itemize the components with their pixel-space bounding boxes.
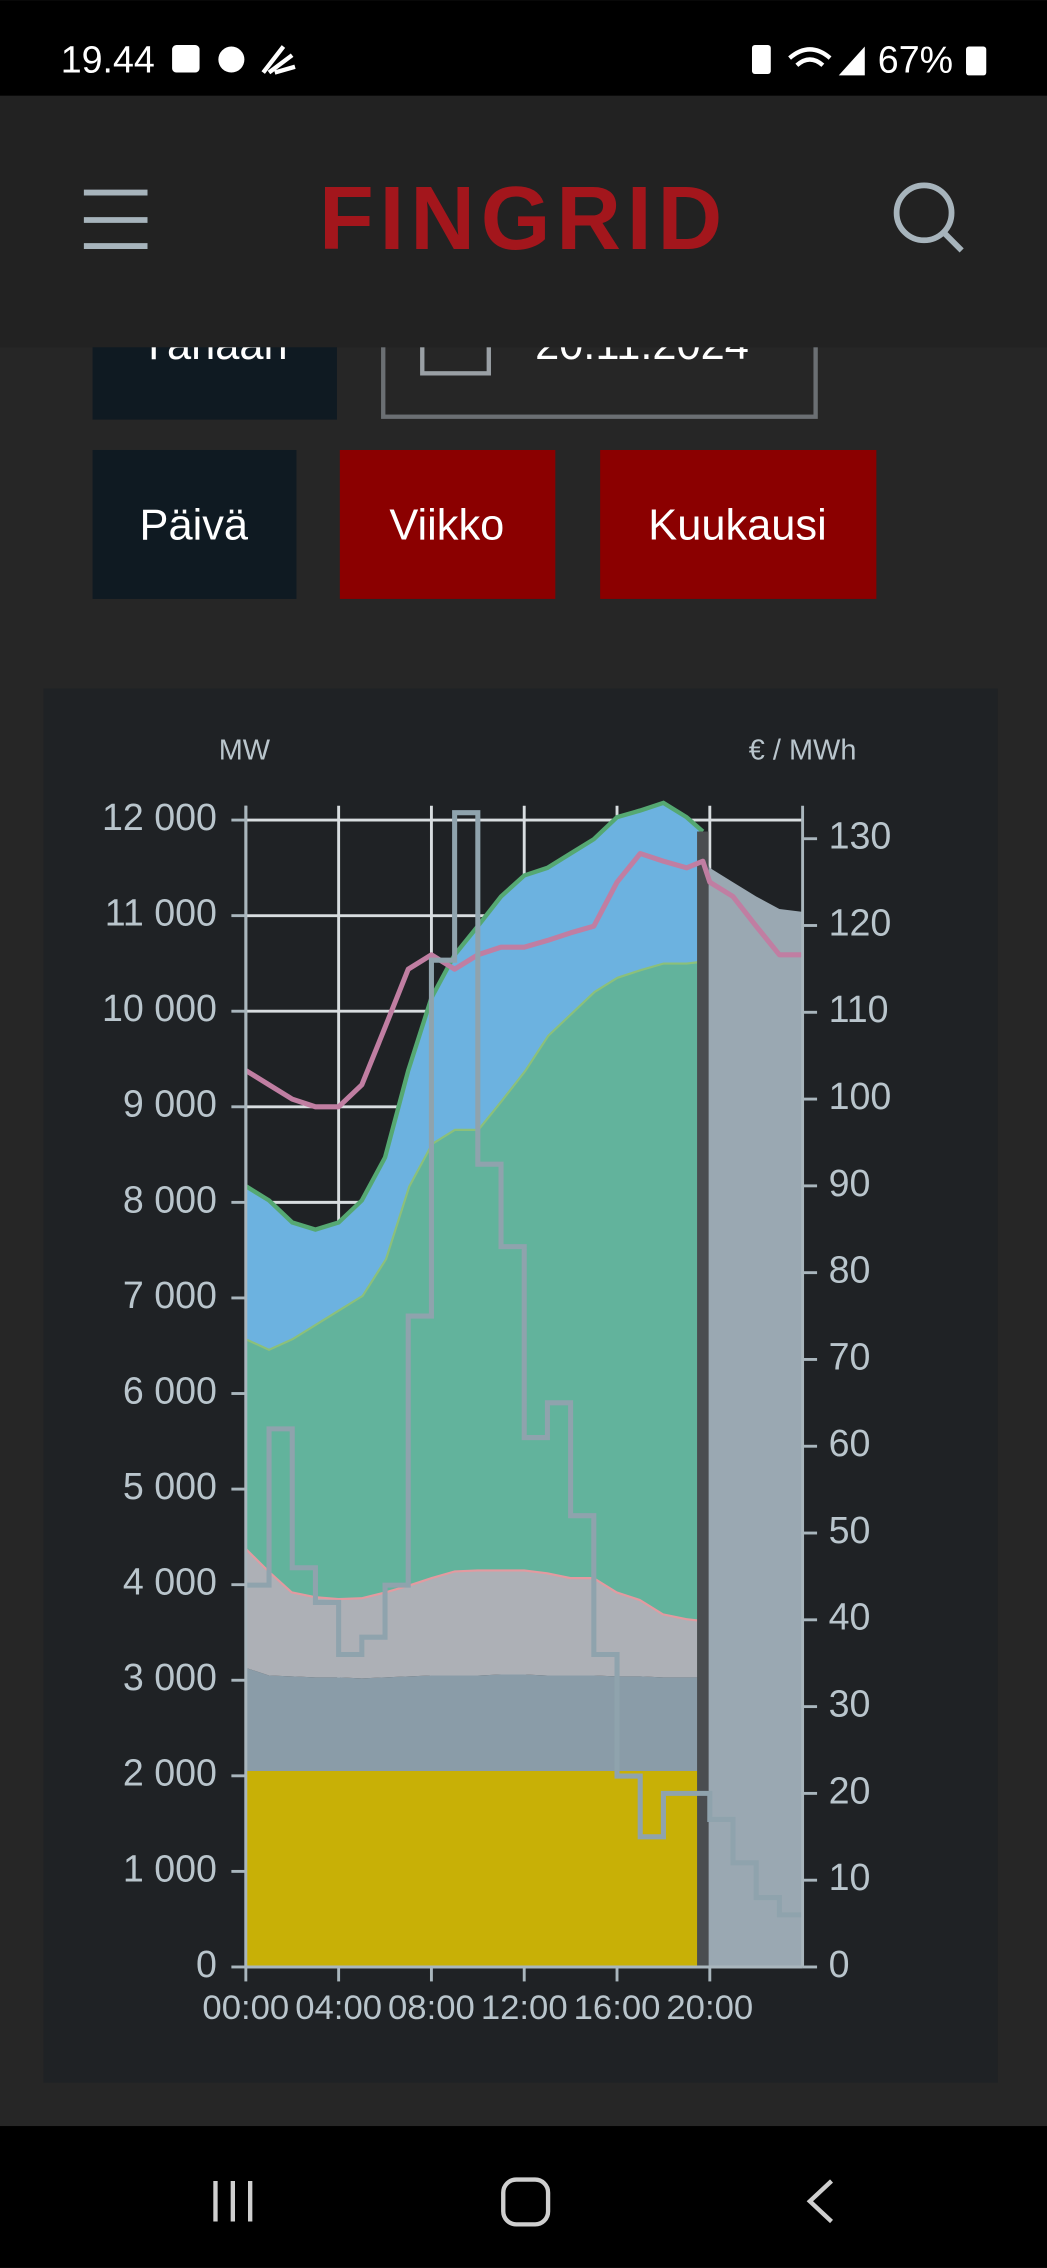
y-tick-label: 7 000 (123, 1274, 217, 1316)
x-tick-label: 04:00 (295, 1989, 382, 2027)
week-label: Viikko (389, 502, 504, 550)
menu-icon[interactable] (83, 189, 148, 249)
y-tick-label: 8 000 (123, 1178, 217, 1220)
y-tick-label: 6 000 (123, 1369, 217, 1411)
y-tick-label: 3 000 (123, 1656, 217, 1698)
y2-tick-label: 110 (829, 988, 889, 1030)
day-button[interactable] (92, 449, 297, 599)
wifi-icon (788, 47, 832, 67)
x-tick-label: 12:00 (481, 1989, 568, 2027)
y2-tick-label: 70 (829, 1335, 871, 1377)
y2-tick-label: 50 (829, 1509, 871, 1551)
y2-tick-label: 130 (829, 815, 892, 857)
y2-tick-label: 40 (829, 1596, 871, 1638)
plot: 0 1 000 2 000 3 000 4 000 5 000 6 000 7 000 8 00… (102, 796, 891, 2027)
y2-tick-label: 10 (829, 1856, 871, 1898)
y2-tick-label: 120 (829, 901, 892, 943)
line (244, 850, 803, 1110)
x-tick-label: 20:00 (666, 1989, 753, 2027)
battery-icon (966, 46, 987, 76)
y2-tick-label: 100 (829, 1075, 892, 1117)
y-tick-label: 10 000 (102, 987, 217, 1029)
status-icon (261, 45, 296, 75)
nav-home[interactable] (501, 2177, 551, 2227)
area (245, 1667, 703, 1772)
y-tick-label: 2 000 (123, 1752, 217, 1794)
status-icon (751, 45, 771, 74)
price-step-line (245, 810, 803, 1918)
y-tick-label: 1 000 (123, 1847, 217, 1889)
y-tick-label: 0 (196, 1943, 217, 1985)
y2-tick-label: 30 (829, 1683, 871, 1725)
y-tick-label: 11 000 (105, 892, 217, 934)
y2-tick-label: 20 (829, 1769, 871, 1811)
y-tick-label: 5 000 (123, 1465, 217, 1507)
status-icon (218, 46, 245, 73)
x-tick-label: 00:00 (202, 1989, 289, 2027)
y-axis-label: MW (219, 734, 271, 766)
nav-bar (0, 2126, 1047, 2268)
x-tick-label: 16:00 (574, 1989, 661, 2027)
month-button[interactable] (600, 449, 877, 599)
day-label: Päivä (140, 502, 249, 550)
app-header (0, 95, 1047, 348)
area (245, 1771, 703, 1967)
y2-tick-label: 0 (829, 1943, 850, 1985)
area (702, 853, 803, 1967)
y2-tick-label: 90 (829, 1162, 871, 1204)
area (245, 802, 703, 1349)
area (245, 960, 703, 1621)
nav-back[interactable] (806, 2179, 834, 2224)
y-tick-label: 12 000 (102, 796, 217, 838)
y2-axis-label: € / MWh (749, 734, 857, 766)
y-tick-label: 4 000 (123, 1561, 217, 1603)
y2-tick-label: 80 (829, 1249, 871, 1291)
logo[interactable]: FINGRID (319, 169, 728, 269)
status-icon (172, 45, 200, 73)
battery-text: 67% (878, 39, 953, 81)
x-tick-label: 08:00 (388, 1989, 475, 2027)
status-time: 19.44 (61, 39, 155, 81)
nav-recent[interactable] (213, 2181, 253, 2222)
week-button[interactable] (339, 449, 556, 599)
y-tick-label: 9 000 (123, 1083, 217, 1125)
y2-tick-label: 60 (829, 1422, 871, 1464)
search-icon[interactable] (893, 182, 964, 253)
month-label: Kuukausi (648, 502, 826, 550)
